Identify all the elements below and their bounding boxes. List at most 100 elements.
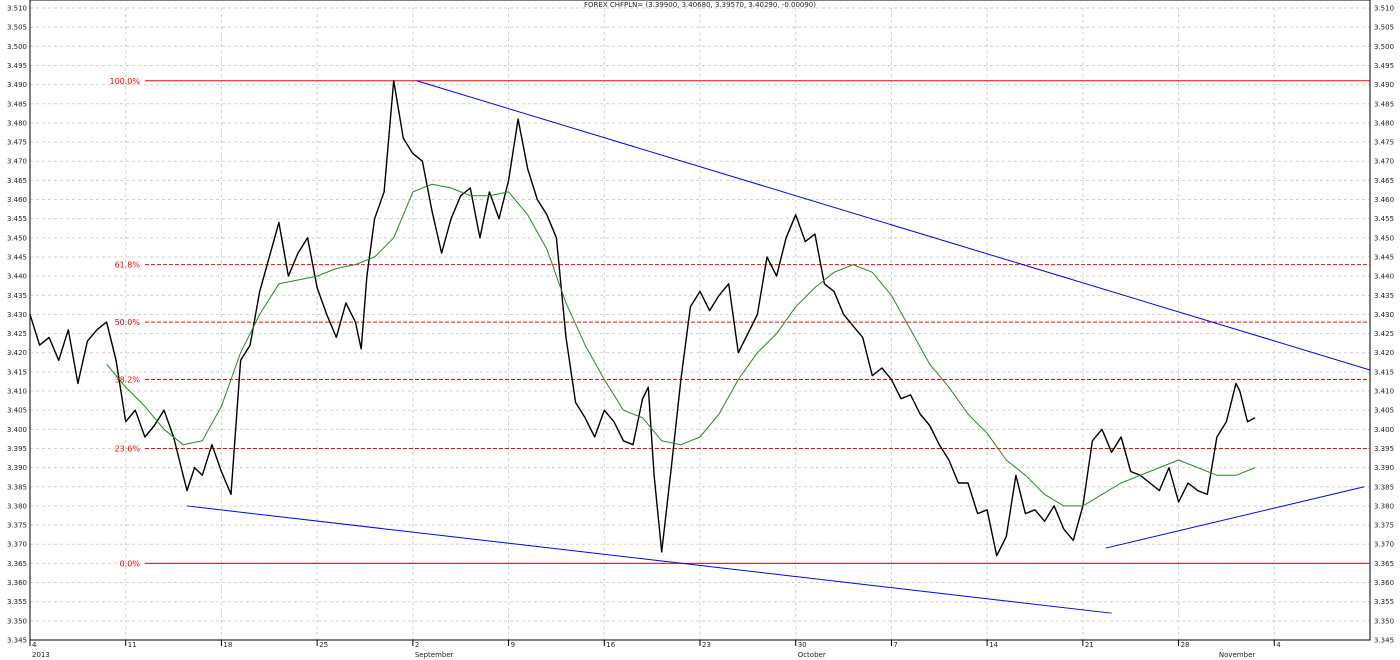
price-line xyxy=(29,80,1256,557)
chart-title: FOREX CHFPLN= (3.39900, 3.40680, 3.39570… xyxy=(584,1,816,9)
x-tick-label: 14 xyxy=(989,641,998,649)
y-tick-label-right: 3.395 xyxy=(1374,445,1394,453)
x-tick-label: 28 xyxy=(1181,641,1190,649)
y-tick-label-left: 3.470 xyxy=(7,158,27,166)
y-tick-label-left: 3.400 xyxy=(7,426,27,434)
x-tick-label: 16 xyxy=(606,641,615,649)
fib-level-label: 38.2% xyxy=(115,376,141,385)
y-tick-label-right: 3.490 xyxy=(1374,81,1394,89)
trendlines xyxy=(186,80,1371,614)
y-tick-label-right: 3.410 xyxy=(1374,388,1394,396)
y-tick-label-left: 3.410 xyxy=(7,388,27,396)
y-tick-label-left: 3.375 xyxy=(7,522,27,530)
y-tick-label-right: 3.400 xyxy=(1374,426,1394,434)
y-tick-label-right: 3.350 xyxy=(1374,617,1394,625)
x-tick-label: 21 xyxy=(1085,641,1094,649)
y-tick-label-right: 3.500 xyxy=(1374,43,1394,51)
y-tick-label-left: 3.355 xyxy=(7,598,27,606)
y-tick-label-right: 3.425 xyxy=(1374,330,1394,338)
y-tick-label-left: 3.365 xyxy=(7,560,27,568)
y-tick-label-right: 3.420 xyxy=(1374,349,1394,357)
x-tick-label: 4 xyxy=(32,641,37,649)
x-tick-label: 25 xyxy=(319,641,328,649)
y-tick-label-right: 3.485 xyxy=(1374,100,1394,108)
y-tick-label-left: 3.360 xyxy=(7,579,27,587)
y-tick-label-right: 3.385 xyxy=(1374,483,1394,491)
y-tick-label-left: 3.345 xyxy=(7,637,27,645)
x-tick-label: 11 xyxy=(128,641,137,649)
y-tick-label-right: 3.470 xyxy=(1374,158,1394,166)
y-tick-label-right: 3.475 xyxy=(1374,139,1394,147)
y-tick-label-right: 3.510 xyxy=(1374,5,1394,13)
y-tick-label-right: 3.380 xyxy=(1374,502,1394,510)
y-tick-label-left: 3.420 xyxy=(7,349,27,357)
x-tick-label: 9 xyxy=(511,641,515,649)
fib-level-label: 100.0% xyxy=(109,77,140,86)
y-tick-label-left: 3.475 xyxy=(7,139,27,147)
y-tick-label-left: 3.440 xyxy=(7,273,27,281)
fibonacci-levels: 100.0% 61.8% 50.0% 38.2% 23.6% 0.0% xyxy=(109,77,1370,568)
y-tick-label-right: 3.430 xyxy=(1374,311,1394,319)
fib-level-label: 0.0% xyxy=(120,559,141,568)
plot-frame xyxy=(29,0,1371,641)
x-tick-label: 4 xyxy=(1276,641,1281,649)
x-tick-label: 7 xyxy=(893,641,897,649)
y-tick-label-right: 3.450 xyxy=(1374,234,1394,242)
y-tick-label-left: 3.500 xyxy=(7,43,27,51)
trendline xyxy=(416,80,1371,371)
y-tick-label-right: 3.345 xyxy=(1374,637,1394,645)
y-tick-label-left: 3.485 xyxy=(7,100,27,108)
y-tick-label-left: 3.435 xyxy=(7,292,27,300)
y-tick-label-left: 3.455 xyxy=(7,215,27,223)
y-tick-label-left: 3.450 xyxy=(7,234,27,242)
x-tick-label: 2 xyxy=(415,641,419,649)
y-tick-label-left: 3.495 xyxy=(7,62,27,70)
y-tick-label-right: 3.375 xyxy=(1374,522,1394,530)
x-tick-label: 18 xyxy=(223,641,232,649)
y-tick-label-right: 3.360 xyxy=(1374,579,1394,587)
x-period-label: November xyxy=(1219,651,1256,659)
y-tick-label-right: 3.460 xyxy=(1374,196,1394,204)
series xyxy=(29,80,1256,557)
x-period-label: September xyxy=(415,651,454,659)
fib-level-label: 61.8% xyxy=(115,261,141,270)
y-tick-label-left: 3.480 xyxy=(7,119,27,127)
y-tick-label-right: 3.495 xyxy=(1374,62,1394,70)
y-tick-label-left: 3.430 xyxy=(7,311,27,319)
y-tick-label-left: 3.465 xyxy=(7,177,27,185)
y-tick-label-right: 3.455 xyxy=(1374,215,1394,223)
fib-level-label: 23.6% xyxy=(115,444,141,453)
y-tick-label-right: 3.355 xyxy=(1374,598,1394,606)
x-period-label: October xyxy=(798,651,826,659)
y-tick-label-right: 3.505 xyxy=(1374,24,1394,32)
x-tick-label: 30 xyxy=(798,641,807,649)
y-tick-label-left: 3.510 xyxy=(7,5,27,13)
y-tick-label-left: 3.505 xyxy=(7,24,27,32)
grid xyxy=(29,7,1370,641)
y-tick-label-right: 3.365 xyxy=(1374,560,1394,568)
y-tick-label-left: 3.425 xyxy=(7,330,27,338)
y-tick-label-right: 3.480 xyxy=(1374,119,1394,127)
y-tick-label-right: 3.405 xyxy=(1374,407,1394,415)
axes: 3.345 3.345 3.350 3.350 3.355 3.355 3.360 3.360… xyxy=(7,0,1394,659)
y-tick-label-right: 3.370 xyxy=(1374,541,1394,549)
x-tick-label: 23 xyxy=(702,641,711,649)
trendline xyxy=(1105,486,1365,549)
y-tick-label-left: 3.395 xyxy=(7,445,27,453)
y-tick-label-left: 3.390 xyxy=(7,464,27,472)
y-tick-label-right: 3.445 xyxy=(1374,253,1394,261)
y-tick-label-left: 3.490 xyxy=(7,81,27,89)
y-tick-label-left: 3.460 xyxy=(7,196,27,204)
fib-level-label: 50.0% xyxy=(115,318,141,327)
moving-average-line xyxy=(106,183,1256,507)
y-tick-label-left: 3.350 xyxy=(7,617,27,625)
y-tick-label-right: 3.415 xyxy=(1374,368,1394,376)
y-tick-label-left: 3.380 xyxy=(7,502,27,510)
y-tick-label-left: 3.405 xyxy=(7,407,27,415)
y-tick-label-right: 3.390 xyxy=(1374,464,1394,472)
y-tick-label-left: 3.385 xyxy=(7,483,27,491)
y-tick-label-left: 3.370 xyxy=(7,541,27,549)
y-tick-label-right: 3.435 xyxy=(1374,292,1394,300)
y-tick-label-right: 3.440 xyxy=(1374,273,1394,281)
